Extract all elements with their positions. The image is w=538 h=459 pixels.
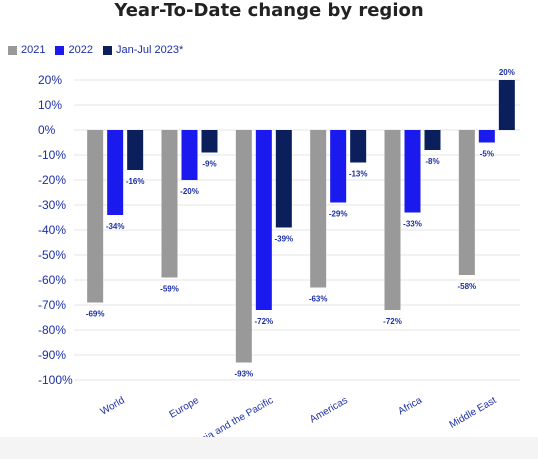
bar-jan-jul-2023- [424, 130, 441, 150]
bar-2022 [478, 130, 495, 143]
data-label: -58% [457, 282, 476, 291]
data-label: -93% [234, 370, 253, 379]
legend-swatch-2023 [102, 45, 112, 55]
bar-2021 [87, 130, 104, 303]
bar-2021 [161, 130, 178, 278]
bar-jan-jul-2023- [498, 80, 515, 130]
y-tick-label: -90% [38, 348, 66, 362]
bar-2021 [458, 130, 475, 275]
data-label: -29% [329, 210, 348, 219]
data-label: -39% [274, 235, 293, 244]
data-label: -20% [180, 187, 199, 196]
data-label: -5% [480, 150, 494, 159]
data-label: -16% [126, 177, 145, 186]
x-tick-label: Europe [168, 395, 202, 421]
legend-swatch-2021 [8, 45, 17, 55]
x-tick-label: Middle East [448, 395, 499, 431]
bar-jan-jul-2023- [275, 130, 292, 228]
bar-2021 [235, 130, 252, 363]
y-tick-label: -60% [38, 273, 66, 287]
y-tick-label: -80% [38, 323, 66, 337]
bar-2022 [404, 130, 421, 213]
data-label: -59% [160, 285, 179, 294]
legend-label-2021: 2021 [21, 44, 46, 56]
legend-item-2021: 2021 [8, 44, 45, 56]
bar-2022 [107, 130, 124, 215]
bar-jan-jul-2023- [127, 130, 144, 170]
data-label: -13% [349, 170, 368, 179]
y-tick-label: -30% [38, 198, 66, 212]
data-label: -34% [106, 222, 125, 231]
bar-2021 [384, 130, 401, 310]
y-tick-label: -50% [38, 248, 66, 262]
data-label: -72% [254, 317, 273, 326]
y-tick-label: -40% [38, 223, 66, 237]
data-label: -8% [425, 157, 439, 166]
data-label: -63% [309, 295, 328, 304]
legend: 2021 2022 Jan-Jul 2023* [8, 44, 183, 56]
bottom-strip [0, 437, 538, 459]
legend-label-2022: 2022 [68, 44, 93, 56]
data-label: -72% [383, 317, 402, 326]
y-tick-label: 20% [38, 73, 62, 87]
chart-title: Year-To-Date change by region [114, 0, 424, 21]
legend-swatch-2022 [55, 45, 65, 55]
bar-2022 [330, 130, 347, 203]
data-label: -9% [202, 160, 216, 169]
bar-2022 [181, 130, 198, 180]
bar-2022 [255, 130, 272, 310]
x-tick-label: Americas [308, 395, 350, 425]
y-tick-label: 0% [38, 123, 56, 137]
y-tick-label: -100% [38, 373, 73, 387]
bar-jan-jul-2023- [350, 130, 367, 163]
y-tick-label: -70% [38, 298, 66, 312]
legend-item-2023: Jan-Jul 2023* [102, 44, 184, 56]
y-tick-label: 10% [38, 98, 62, 112]
bar-2021 [310, 130, 327, 288]
data-label: -33% [403, 220, 422, 229]
legend-item-2022: 2022 [55, 44, 93, 56]
data-label: 20% [499, 68, 515, 77]
x-tick-label: World [99, 395, 127, 417]
x-tick-label: Africa [396, 395, 424, 418]
legend-label-2023: Jan-Jul 2023* [115, 44, 184, 56]
y-tick-label: -10% [38, 148, 66, 162]
data-label: -69% [86, 310, 105, 319]
y-tick-label: -20% [38, 173, 66, 187]
bar-jan-jul-2023- [201, 130, 218, 153]
